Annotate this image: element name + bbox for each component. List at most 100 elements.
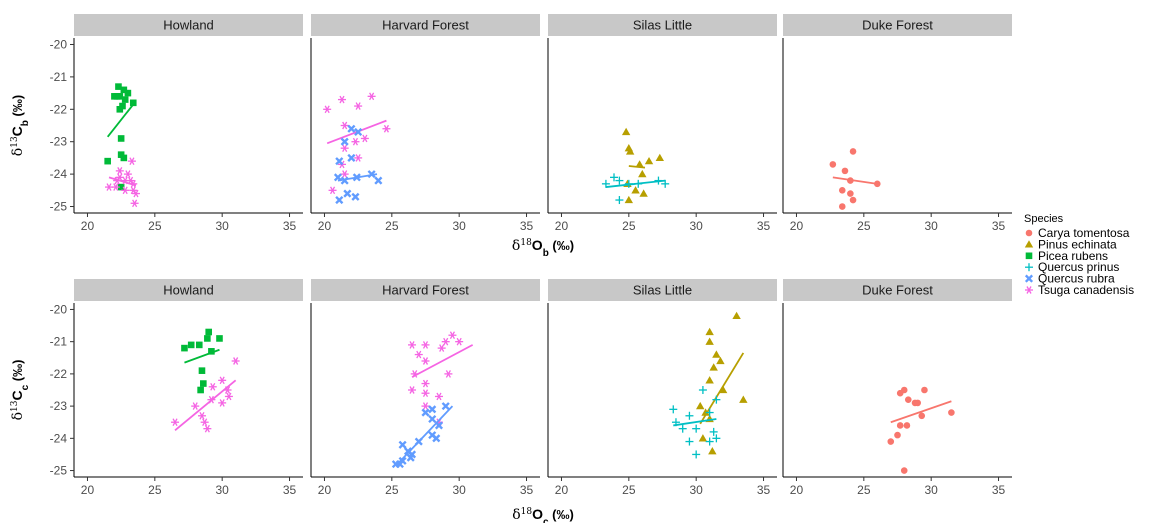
data-point — [127, 157, 136, 165]
data-point — [120, 154, 128, 162]
y-tick-label: -20 — [50, 302, 68, 316]
data-point — [428, 405, 437, 414]
legend-label: Pinus echinata — [1038, 237, 1117, 251]
data-point — [323, 105, 332, 114]
data-point — [181, 344, 188, 352]
regression-line — [890, 400, 952, 424]
data-point — [105, 183, 114, 191]
data-point — [200, 380, 207, 387]
data-point — [104, 157, 111, 165]
legend-key — [1025, 263, 1033, 272]
data-point — [351, 137, 360, 146]
data-point — [421, 408, 430, 417]
y-tick-label: -24 — [50, 431, 68, 445]
data-point — [203, 424, 212, 433]
x-tick-label: 20 — [555, 219, 569, 233]
data-point — [705, 337, 714, 345]
data-point — [351, 192, 360, 201]
data-point — [705, 408, 714, 417]
data-point — [692, 424, 701, 433]
x-tick-label: 35 — [520, 219, 534, 233]
x-tick-label: 30 — [924, 483, 938, 497]
data-point — [116, 93, 124, 100]
data-point — [638, 169, 647, 178]
y-tick-label: -23 — [50, 135, 68, 149]
data-point — [685, 437, 694, 446]
x-tick-label: 25 — [622, 483, 636, 497]
series-quercus-rubra — [333, 124, 383, 205]
data-point — [198, 367, 206, 374]
x-tick-label: 35 — [520, 483, 534, 497]
y-tick-label: -22 — [50, 367, 68, 381]
legend-label: Quercus rubra — [1038, 272, 1115, 286]
data-point — [918, 412, 926, 420]
regression-line — [395, 405, 454, 467]
x-tick-label: 20 — [790, 219, 804, 233]
data-point — [117, 135, 125, 142]
x-tick-label: 30 — [215, 483, 229, 497]
data-point — [398, 440, 407, 449]
legend-key — [1025, 252, 1033, 260]
data-point — [434, 392, 443, 401]
y-tick-label: -22 — [50, 102, 68, 116]
data-point — [120, 86, 128, 94]
x-tick-label: 35 — [283, 219, 297, 233]
facet-label: Harvard Forest — [382, 283, 469, 298]
data-point — [914, 399, 922, 407]
x-tick-label: 35 — [992, 219, 1006, 233]
data-point — [441, 337, 450, 346]
x-tick-label: 20 — [318, 483, 332, 497]
data-point — [340, 144, 349, 153]
x-tick-label: 20 — [555, 483, 569, 497]
x-tick-label: 20 — [81, 483, 95, 497]
data-point — [615, 176, 624, 185]
data-point — [696, 401, 705, 410]
data-point — [441, 402, 450, 411]
data-point — [631, 186, 640, 194]
data-point — [197, 386, 204, 394]
series-quercus-rubra — [391, 402, 454, 469]
x-tick-label: 20 — [790, 483, 804, 497]
y-tick-label: -21 — [50, 335, 68, 349]
data-point — [130, 199, 139, 208]
data-point — [685, 411, 694, 420]
data-point — [421, 341, 430, 349]
data-point — [421, 379, 430, 388]
data-point — [948, 409, 955, 416]
series-tsuga-canadensis — [408, 331, 474, 427]
legend-label: Quercus prinus — [1038, 260, 1119, 274]
data-point — [218, 399, 227, 407]
data-point — [709, 427, 718, 436]
series-tsuga-canadensis — [105, 157, 140, 208]
data-point — [374, 176, 383, 185]
x-tick-label: 25 — [385, 219, 399, 233]
legend-title: Species — [1024, 213, 1064, 225]
data-point — [408, 386, 417, 394]
facet-strip — [548, 279, 777, 301]
data-point — [121, 96, 129, 103]
data-point — [354, 127, 363, 137]
data-point — [216, 335, 223, 342]
data-point — [111, 183, 120, 191]
data-point — [678, 424, 687, 433]
regression-line — [605, 179, 666, 188]
x-tick-label: 35 — [757, 483, 771, 497]
legend-label: Carya tomentosa — [1038, 226, 1130, 240]
data-point — [894, 431, 901, 439]
data-point — [621, 127, 631, 136]
regression-line — [673, 418, 717, 427]
facet-label: Howland — [163, 283, 214, 298]
data-point — [367, 92, 376, 101]
data-point — [849, 148, 857, 155]
data-point — [131, 189, 140, 198]
x-tick-label: 25 — [857, 483, 871, 497]
regression-line — [184, 348, 220, 364]
x-tick-label: 20 — [81, 219, 95, 233]
data-point — [624, 195, 634, 204]
x-tick-label: 30 — [924, 219, 938, 233]
series-picea-rubens — [104, 83, 137, 191]
data-point — [887, 438, 895, 445]
data-point — [421, 357, 430, 365]
data-point — [354, 154, 363, 162]
